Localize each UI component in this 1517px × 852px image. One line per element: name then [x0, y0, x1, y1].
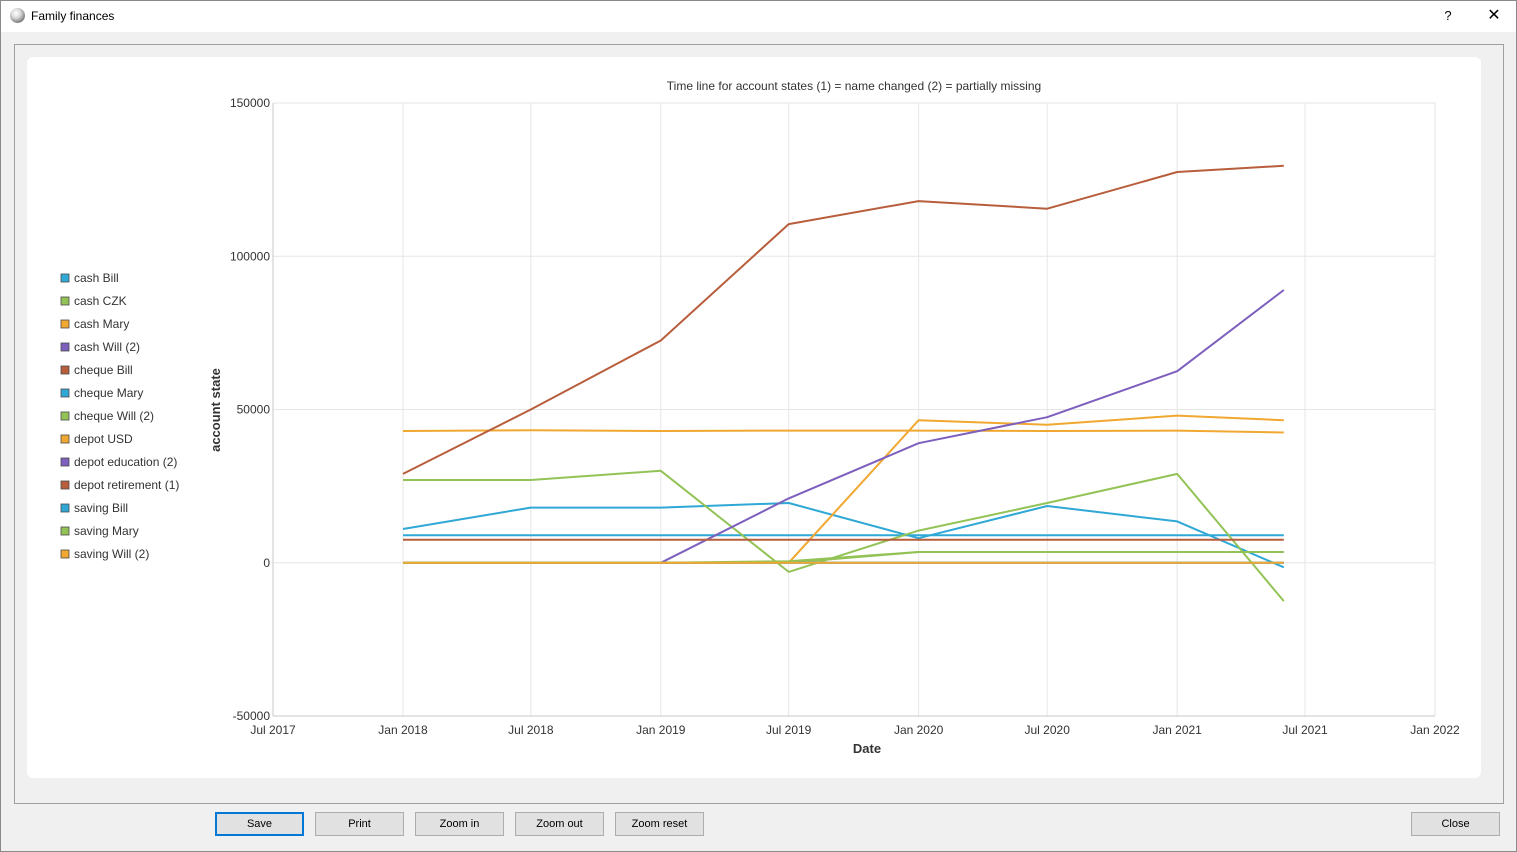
series-line — [402, 429, 1284, 434]
save-button[interactable]: Save — [215, 812, 304, 836]
legend-label: cheque Mary — [74, 386, 143, 400]
x-tick-label: Jul 2020 — [1025, 723, 1071, 737]
legend-swatch — [60, 365, 70, 375]
series-line — [403, 469, 1285, 602]
series-line — [402, 502, 1285, 569]
legend-label: cash Mary — [74, 317, 129, 331]
legend-swatch — [60, 434, 70, 444]
legend-label: saving Will (2) — [74, 547, 149, 561]
x-tick-label: Jul 2021 — [1282, 723, 1328, 737]
legend-label: cheque Bill — [74, 363, 133, 377]
x-tick-label: Jul 2019 — [766, 723, 812, 737]
y-axis-label: account state — [208, 368, 223, 452]
legend-swatch — [60, 503, 70, 513]
legend-swatch — [60, 319, 70, 329]
legend-label: depot retirement (1) — [74, 478, 179, 492]
legend-label: cheque Will (2) — [74, 409, 154, 423]
zoom-in-button[interactable]: Zoom in — [415, 812, 504, 836]
print-button[interactable]: Print — [315, 812, 404, 836]
legend-swatch — [60, 388, 70, 398]
series-line — [403, 289, 1285, 564]
legend-swatch — [60, 549, 70, 559]
legend-swatch — [60, 342, 70, 352]
legend-label: saving Bill — [74, 501, 128, 515]
legend-swatch — [60, 526, 70, 536]
legend-label: cash Will (2) — [74, 340, 140, 354]
x-tick-label: Jan 2022 — [1410, 723, 1460, 737]
legend-swatch — [60, 273, 70, 283]
chart-title: Time line for account states (1) = name … — [667, 79, 1041, 93]
legend-label: cash CZK — [74, 294, 127, 308]
chart-frame: Jul 2017 Jan 2018 Jul 2018 Jan 2019 Jul 2019… — [14, 44, 1504, 804]
zoom-reset-button[interactable]: Zoom reset — [615, 812, 704, 836]
x-tick-label: Jan 2021 — [1152, 723, 1202, 737]
title-bar: Family finances ? ✕ — [1, 1, 1516, 32]
y-tick-label: 50000 — [237, 403, 271, 417]
x-tick-label: Jan 2019 — [636, 723, 686, 737]
legend-label: depot education (2) — [74, 455, 177, 469]
app-globe-icon — [10, 8, 25, 23]
legend-swatch — [60, 296, 70, 306]
y-tick-label: 150000 — [230, 96, 270, 110]
legend-swatch — [60, 411, 70, 421]
x-axis-label: Date — [853, 741, 881, 756]
legend-label: depot USD — [74, 432, 133, 446]
series-line — [402, 164, 1284, 475]
legend-label: cash Bill — [74, 271, 119, 285]
x-tick-label: Jul 2017 — [250, 723, 296, 737]
help-button[interactable]: ? — [1444, 8, 1452, 23]
y-tick-label: -50000 — [233, 709, 271, 723]
close-window-icon[interactable]: ✕ — [1487, 7, 1501, 24]
window-title: Family finances — [31, 9, 115, 23]
zoom-out-button[interactable]: Zoom out — [515, 812, 604, 836]
x-tick-label: Jan 2018 — [378, 723, 428, 737]
legend-label: saving Mary — [74, 524, 139, 538]
y-tick-label: 100000 — [230, 249, 270, 263]
x-tick-label: Jan 2020 — [894, 723, 944, 737]
legend-swatch — [60, 457, 70, 467]
y-tick-label: 0 — [263, 556, 270, 570]
legend-swatch — [60, 480, 70, 490]
x-tick-label: Jul 2018 — [508, 723, 554, 737]
close-button[interactable]: Close — [1411, 812, 1500, 836]
chart-area: Jul 2017 Jan 2018 Jul 2018 Jan 2019 Jul 2019… — [27, 57, 1481, 778]
line-chart: Jul 2017 Jan 2018 Jul 2018 Jan 2019 Jul 2019… — [60, 79, 1460, 756]
